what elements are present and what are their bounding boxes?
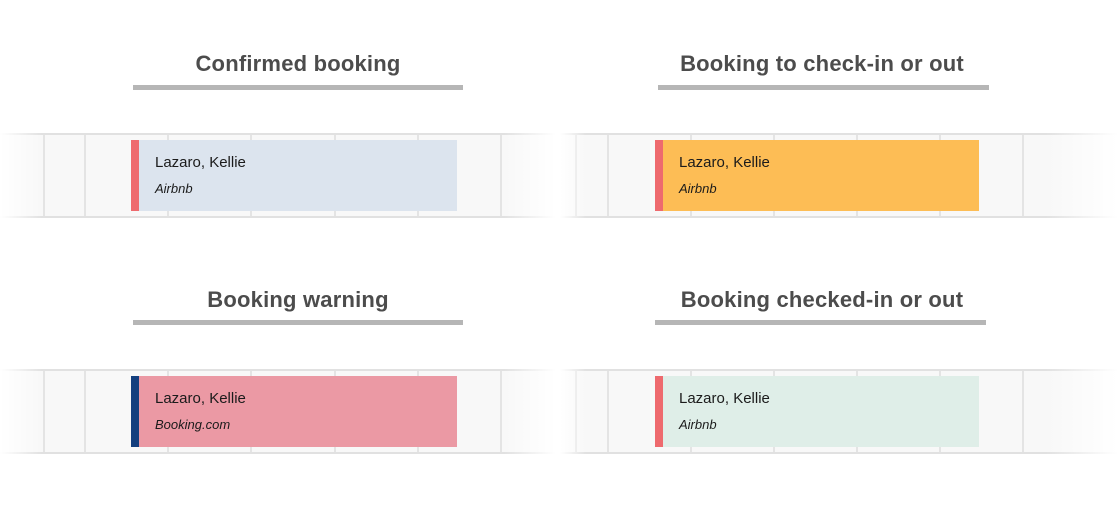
edge-fade	[0, 369, 42, 454]
calendar-grid-line	[607, 135, 609, 216]
section-title-checked-in-or-out: Booking checked-in or out	[680, 287, 964, 312]
calendar-grid-line	[500, 135, 502, 216]
edge-fade	[560, 133, 586, 218]
title-underline	[133, 320, 463, 325]
guest-name: Lazaro, Kellie	[155, 390, 246, 407]
booking-card-checked-in-or-out[interactable]: Lazaro, Kellie Airbnb	[655, 376, 979, 447]
guest-name: Lazaro, Kellie	[155, 154, 246, 171]
guest-name: Lazaro, Kellie	[679, 390, 770, 407]
section-title-warning: Booking warning	[207, 287, 389, 312]
booking-source: Airbnb	[679, 417, 717, 432]
edge-fade	[1046, 369, 1118, 454]
booking-accent-bar	[655, 140, 663, 211]
calendar-grid-line	[607, 371, 609, 452]
booking-source: Airbnb	[155, 181, 193, 196]
booking-accent-bar	[131, 140, 139, 211]
calendar-grid-line	[84, 135, 86, 216]
booking-accent-bar	[131, 376, 139, 447]
calendar-grid-line	[500, 371, 502, 452]
booking-source: Booking.com	[155, 417, 231, 432]
booking-card-check-in-or-out[interactable]: Lazaro, Kellie Airbnb	[655, 140, 979, 211]
calendar-grid-line	[1022, 371, 1024, 452]
edge-fade	[0, 133, 42, 218]
section-title-confirmed: Confirmed booking	[195, 51, 401, 76]
booking-card-warning[interactable]: Lazaro, Kellie Booking.com	[131, 376, 457, 447]
calendar-grid-line	[43, 135, 45, 216]
edge-fade	[504, 133, 556, 218]
calendar-grid-line	[1022, 135, 1024, 216]
booking-accent-bar	[655, 376, 663, 447]
edge-fade	[1046, 133, 1118, 218]
edge-fade	[504, 369, 556, 454]
booking-card-confirmed[interactable]: Lazaro, Kellie Airbnb	[131, 140, 457, 211]
calendar-grid-line	[43, 371, 45, 452]
section-title-check-in-or-out: Booking to check-in or out	[680, 51, 964, 76]
guest-name: Lazaro, Kellie	[679, 154, 770, 171]
title-underline	[133, 85, 463, 90]
calendar-grid-line	[84, 371, 86, 452]
title-underline	[658, 85, 989, 90]
edge-fade	[560, 369, 586, 454]
booking-source: Airbnb	[679, 181, 717, 196]
title-underline	[655, 320, 986, 325]
